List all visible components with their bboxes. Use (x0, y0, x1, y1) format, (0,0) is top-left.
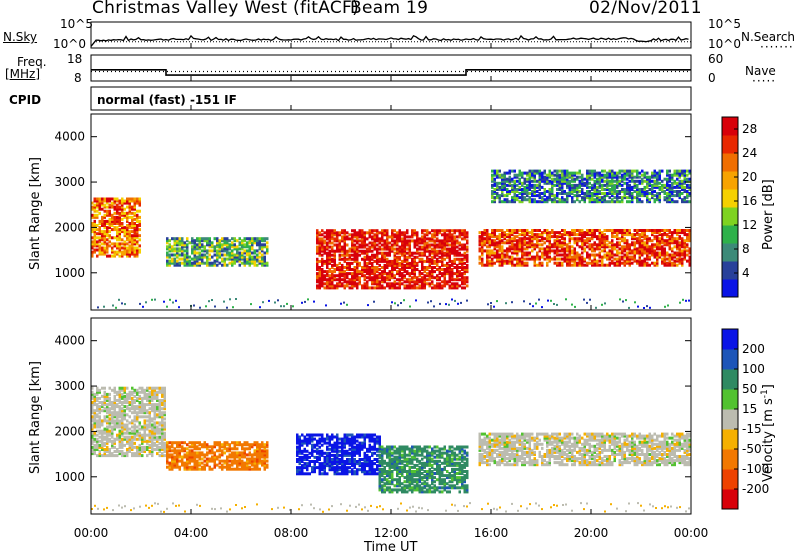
velocity-colorbar-tick: 100 (742, 362, 765, 376)
y-tick-label: 4000 (54, 334, 85, 348)
power-colorbar-label: Power [dB] (761, 179, 776, 250)
velocity-colorbar-tick: 200 (742, 342, 765, 356)
noise-panel: 10^5 10^0 10^5 10^0 (53, 17, 741, 51)
colorbar-segment (722, 153, 738, 172)
station-title: Christmas Valley West (fitACF) (92, 0, 360, 18)
colorbar-segment (722, 469, 738, 490)
velocity-ylabel: Slant Range [km] (28, 361, 43, 474)
noise-tick-right-bottom: 10^0 (708, 37, 741, 51)
power-colorbar-tick: 24 (742, 146, 757, 160)
colorbar-segment (722, 117, 738, 136)
freq-unit-label: [MHz] (5, 67, 41, 81)
cpid-label: CPID (9, 93, 42, 107)
y-tick-label: 3000 (54, 379, 85, 393)
power-colorbar: 4 8 12 16 20 24 28 (721, 116, 757, 298)
colorbar-segment (722, 171, 738, 190)
power-colorbar-tick: 8 (742, 242, 750, 256)
power-colorbar-tick: 16 (742, 194, 757, 208)
velocity-heatmap (91, 386, 691, 513)
y-tick-label: 1000 (54, 470, 85, 484)
colorbar-segment (722, 389, 738, 410)
cpid-text: normal (fast) -151 IF (97, 93, 237, 107)
y-tick-label: 2000 (54, 424, 85, 438)
beam-title: Beam 19 (350, 0, 429, 18)
freq-panel: 18 8 60 0 (67, 52, 723, 85)
velocity-colorbar-tick: -200 (742, 482, 769, 496)
colorbar-segment (722, 409, 738, 430)
noise-tick-left-bottom: 10^0 (53, 37, 86, 51)
n-sky-line (90, 34, 689, 47)
colorbar-segment (722, 261, 738, 280)
velocity-colorbar: 200 100 50 15 -15 -50 -100 -200 (721, 328, 769, 510)
colorbar-segment (722, 429, 738, 450)
colorbar-segment (722, 279, 738, 298)
noise-tick-left-top: 10^5 (60, 17, 93, 31)
power-ylabel: Slant Range [km] (28, 157, 43, 270)
x-tick-label: 00:00 (674, 526, 709, 540)
velocity-colorbar-tick: -50 (742, 442, 762, 456)
colorbar-segment (722, 189, 738, 208)
colorbar-segment (722, 449, 738, 470)
y-tick-label: 4000 (54, 130, 85, 144)
colorbar-segment (722, 225, 738, 244)
freq-tick-bottom: 8 (74, 71, 82, 85)
power-panel: 1000 2000 3000 4000 (54, 113, 692, 311)
x-tick-label: 08:00 (274, 526, 309, 540)
velocity-colorbar-tick: -15 (742, 422, 762, 436)
nave-label: Nave (745, 64, 776, 78)
time-axis: 00:00 04:00 08:00 12:00 16:00 20:00 00:00 (74, 43, 709, 540)
colorbar-segment (722, 349, 738, 370)
x-tick-label: 12:00 (374, 526, 409, 540)
x-tick-label: 04:00 (174, 526, 209, 540)
colorbar-segment (722, 207, 738, 226)
nave-dots: ····· (752, 74, 777, 88)
power-heatmap (91, 169, 691, 309)
colorbar-segment (722, 243, 738, 262)
power-colorbar-tick: 28 (742, 122, 757, 136)
colorbar-segment (722, 369, 738, 390)
nave-tick-bottom: 0 (708, 71, 716, 85)
y-tick-label: 1000 (54, 266, 85, 280)
velocity-colorbar-tick: 15 (742, 402, 757, 416)
n-search-label: N.Search (741, 30, 796, 44)
freq-label: Freq. (17, 55, 47, 69)
velocity-panel: 1000 2000 3000 4000 (54, 317, 692, 515)
freq-line (91, 69, 691, 76)
n-search-dots: ······· (760, 40, 794, 54)
noise-tick-right-top: 10^5 (708, 17, 741, 31)
nave-tick-top: 60 (708, 52, 723, 66)
x-tick-label: 16:00 (474, 526, 509, 540)
x-tick-label: 20:00 (574, 526, 609, 540)
y-tick-label: 2000 (54, 220, 85, 234)
power-colorbar-tick: 20 (742, 170, 757, 184)
x-axis-label: Time UT (363, 540, 417, 554)
date-title: 02/Nov/2011 (589, 0, 702, 18)
n-sky-label: N.Sky (3, 30, 38, 44)
power-colorbar-tick: 12 (742, 218, 757, 232)
y-tick-label: 3000 (54, 175, 85, 189)
freq-tick-top: 18 (67, 52, 82, 66)
velocity-colorbar-tick: -100 (742, 462, 769, 476)
colorbar-segment (722, 329, 738, 350)
colorbar-segment (722, 489, 738, 510)
x-tick-label: 00:00 (74, 526, 109, 540)
velocity-colorbar-tick: 50 (742, 382, 757, 396)
velocity-colorbar-label: Velocity [m s-1] (760, 384, 776, 482)
power-colorbar-tick: 4 (742, 266, 750, 280)
colorbar-segment (722, 135, 738, 154)
